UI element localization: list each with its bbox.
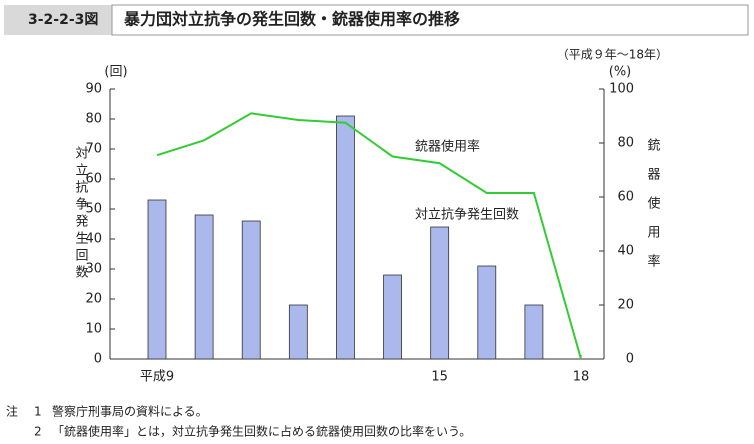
subtitle: （平成９年～18年） [557,48,668,62]
figure-title: 暴力団対立抗争の発生回数・銃器使用率の推移 [123,10,460,29]
y2-tick-label: 80 [617,136,634,151]
x-tick-label: 平成9 [140,370,174,385]
bar [288,304,308,360]
line-annotation: 銃器使用率 [415,139,480,155]
bar [241,220,261,360]
y-tick-label: 50 [85,202,102,217]
y-tick-label: 10 [85,322,102,337]
y-axis-label: 対立抗争発生回数 [73,146,89,282]
y-tick-label: 40 [85,232,102,247]
y2-tick-label: 20 [617,298,634,313]
figure-label: 3-2-2-3図 [28,12,98,28]
y-unit: (回) [104,65,127,80]
y-tick-label: 90 [85,82,102,97]
header-label-box [4,5,112,35]
y2-tick-label: 0 [626,352,634,367]
y2-tick-label: 40 [617,244,634,259]
y2-unit: (%) [609,65,632,80]
bar [383,274,402,360]
header-title-box [111,4,749,36]
bar [194,214,214,360]
note-number: 2 [34,425,42,439]
notes-prefix: 注 [6,404,18,419]
bar [147,199,167,360]
line [156,112,582,360]
y-tick-label: 70 [85,142,102,157]
note-text: 「銃器使用率」とは，対立抗争発生回数に占める銃器使用回数の比率をいう。 [52,424,471,439]
y2-tick-label: 60 [617,190,634,205]
bar-annotation: 対立抗争発生回数 [415,208,519,223]
bar [524,304,544,360]
y2-tick-label: 100 [609,82,634,97]
y2-axis-label: 銃器使用率 [645,138,661,283]
y-tick-label: 0 [94,352,102,367]
y-tick-label: 20 [85,292,102,307]
bar [430,226,450,360]
x-tick-label: 18 [573,370,590,385]
note-text: 警察庁刑事局の資料による。 [52,404,208,419]
y-tick-label: 80 [85,112,102,127]
y-tick-label: 60 [85,172,102,187]
x-tick-label: 15 [431,370,448,385]
note-number: 1 [34,405,42,419]
bar [477,265,497,360]
y-tick-label: 30 [85,262,102,277]
bar [336,115,355,360]
